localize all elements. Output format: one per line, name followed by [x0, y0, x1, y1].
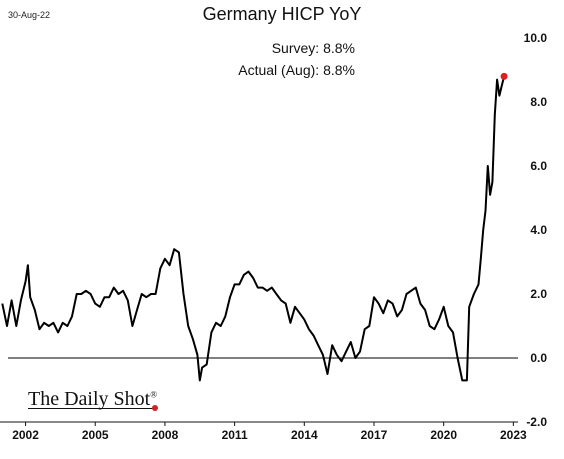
series-line-layer: [1, 76, 506, 382]
x-tick-label: 2002: [12, 428, 39, 442]
survey-value: 8.8%: [323, 40, 355, 56]
y-tick-label: 4.0: [530, 223, 547, 237]
y-tick-label: 2.0: [530, 287, 547, 301]
x-tick-label: 2011: [222, 428, 248, 442]
logo-dot: [152, 405, 158, 411]
x-tick-label: 2014: [291, 428, 318, 442]
y-tick-label: -2.0: [526, 415, 547, 429]
last-point-layer: [500, 72, 508, 80]
y-tick-label: 8.0: [530, 95, 547, 109]
x-tick-label: 2023: [500, 428, 527, 442]
last-point-marker: [500, 72, 508, 80]
y-tick-label: 0.0: [530, 351, 547, 365]
logo-text: The Daily Shot: [28, 388, 151, 410]
actual-annotation: Actual (Aug): 8.8%: [238, 62, 355, 78]
date-label: 30-Aug-22: [8, 10, 51, 20]
series-line: [1, 76, 506, 382]
survey-label: Survey:: [271, 40, 320, 56]
x-axis: 2002 2005 2008 2011 2014 2017 2020 2023: [0, 421, 527, 442]
y-tick-label: 10.0: [524, 31, 548, 45]
survey-annotation: Survey: 8.8%: [272, 40, 355, 56]
brand-logo: The Daily Shot®: [28, 388, 157, 411]
actual-value: 8.8%: [323, 62, 355, 78]
x-tick-label: 2017: [361, 428, 388, 442]
y-axis: -2.0 0.0 2.0 4.0 6.0 8.0 10.0: [524, 31, 548, 429]
y-tick-label: 6.0: [530, 159, 547, 173]
logo-underline: [28, 408, 156, 409]
x-tick-label: 2020: [430, 428, 457, 442]
actual-label: Actual (Aug):: [238, 62, 320, 78]
registered-mark: ®: [150, 389, 158, 400]
chart-title: Germany HICP YoY: [202, 4, 362, 24]
x-tick-label: 2008: [152, 428, 179, 442]
x-tick-label: 2005: [82, 428, 109, 442]
